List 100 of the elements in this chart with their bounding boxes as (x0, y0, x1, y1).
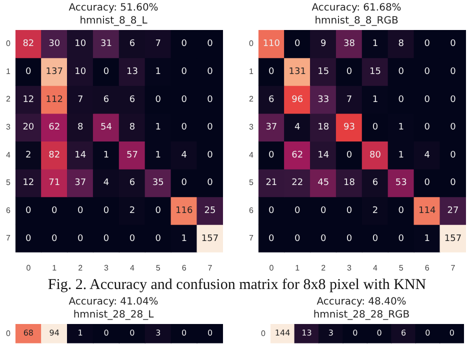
data-label: 27 (447, 206, 459, 216)
x-tick-label: 6 (424, 263, 430, 272)
data-label: 3 (156, 328, 161, 338)
y-tick-label: 2 (6, 94, 11, 104)
data-label: 54 (100, 122, 112, 133)
data-label: 1 (398, 150, 404, 160)
data-label: 0 (207, 39, 214, 50)
y-tick-label: 0 (6, 39, 11, 48)
data-label: 9 (320, 39, 326, 50)
data-label: 0 (26, 206, 32, 216)
data-label: 82 (22, 39, 34, 50)
data-label: 13 (126, 67, 138, 78)
data-label: 1 (78, 328, 83, 338)
data-label: 0 (181, 178, 188, 188)
data-label: 0 (424, 94, 430, 105)
data-label: 10 (74, 39, 86, 50)
x-tick-label: 5 (156, 263, 161, 272)
data-label: 53 (395, 178, 407, 188)
x-tick-label: 4 (130, 263, 135, 272)
data-label: 37 (74, 178, 86, 188)
data-label: 30 (48, 39, 60, 50)
data-label: 31 (100, 39, 112, 50)
data-label: 7 (346, 94, 352, 105)
data-label: 0 (450, 94, 456, 105)
data-label: 0 (155, 234, 162, 244)
data-label: 8 (129, 122, 136, 133)
data-label: 13 (302, 328, 312, 338)
x-tick-label: 1 (52, 263, 58, 272)
data-label: 0 (450, 150, 456, 160)
data-label: 12 (22, 94, 34, 105)
data-label: 0 (77, 234, 84, 244)
data-label: 0 (346, 234, 352, 244)
data-label: 0 (129, 234, 136, 244)
data-label: 82 (48, 150, 60, 160)
data-label: 0 (77, 206, 84, 216)
data-label: 0 (449, 328, 454, 338)
data-label: 0 (130, 328, 135, 338)
data-label: 0 (181, 94, 188, 105)
data-label: 0 (268, 67, 275, 78)
y-tick-label: 7 (248, 234, 254, 243)
chart-subtitle: hmnist_8_8_RGB (314, 16, 398, 27)
data-label: 0 (346, 150, 352, 160)
data-label: 6 (103, 94, 110, 105)
data-label: 4 (424, 150, 430, 160)
data-label: 1 (103, 150, 110, 160)
data-label: 0 (52, 234, 58, 244)
data-label: 18 (344, 178, 356, 188)
x-tick-label: 3 (104, 263, 110, 272)
data-label: 0 (268, 150, 275, 160)
data-label: 0 (207, 122, 214, 133)
data-label: 0 (320, 234, 326, 244)
data-label: 4 (103, 178, 110, 188)
data-label: 15 (369, 67, 381, 78)
data-label: 0 (424, 67, 430, 78)
y-tick-label: 7 (6, 234, 11, 243)
x-tick-label: 3 (347, 263, 352, 272)
data-label: 0 (268, 206, 275, 216)
data-label: 2 (26, 150, 32, 160)
chart-subtitle: hmnist_28_28_L (73, 310, 154, 321)
x-tick-label: 5 (398, 263, 404, 272)
y-tick-label: 6 (248, 206, 254, 215)
data-label: 0 (182, 328, 187, 338)
data-label: 0 (104, 328, 109, 338)
data-label: 45 (318, 178, 330, 188)
data-label: 6 (268, 94, 275, 105)
data-label: 62 (48, 122, 60, 133)
y-tick-label: 0 (6, 328, 11, 338)
data-label: 8 (77, 122, 84, 133)
data-label: 35 (152, 178, 164, 188)
data-label: 112 (46, 94, 63, 105)
data-label: 62 (292, 150, 304, 160)
y-tick-label: 4 (248, 150, 254, 160)
data-label: 0 (424, 39, 430, 50)
data-label: 57 (126, 150, 138, 160)
y-tick-label: 3 (6, 122, 11, 132)
chart-title: Accuracy: 48.40% (316, 296, 406, 308)
y-tick-label: 4 (6, 150, 11, 160)
x-tick-label: 2 (321, 263, 326, 272)
data-label: 38 (344, 39, 356, 50)
data-label: 0 (450, 67, 456, 78)
x-tick-label: 4 (372, 263, 378, 272)
data-label: 0 (103, 234, 110, 244)
x-tick-label: 2 (78, 263, 84, 272)
data-label: 33 (318, 94, 330, 105)
data-label: 6 (129, 39, 136, 50)
data-label: 0 (346, 67, 352, 78)
x-tick-label: 0 (26, 263, 32, 272)
data-label: 2 (372, 206, 378, 216)
data-label: 0 (268, 234, 275, 244)
data-label: 93 (344, 122, 355, 133)
chart-title: Accuracy: 61.68% (312, 2, 402, 14)
data-label: 37 (266, 122, 278, 133)
data-label: 131 (288, 67, 306, 78)
chart-title: Accuracy: 41.04% (68, 296, 158, 308)
data-label: 80 (369, 150, 382, 160)
data-label: 0 (398, 206, 404, 216)
y-tick-label: 6 (6, 206, 11, 215)
data-label: 8 (398, 39, 404, 50)
data-label: 0 (181, 67, 188, 78)
data-label: 0 (398, 94, 404, 105)
